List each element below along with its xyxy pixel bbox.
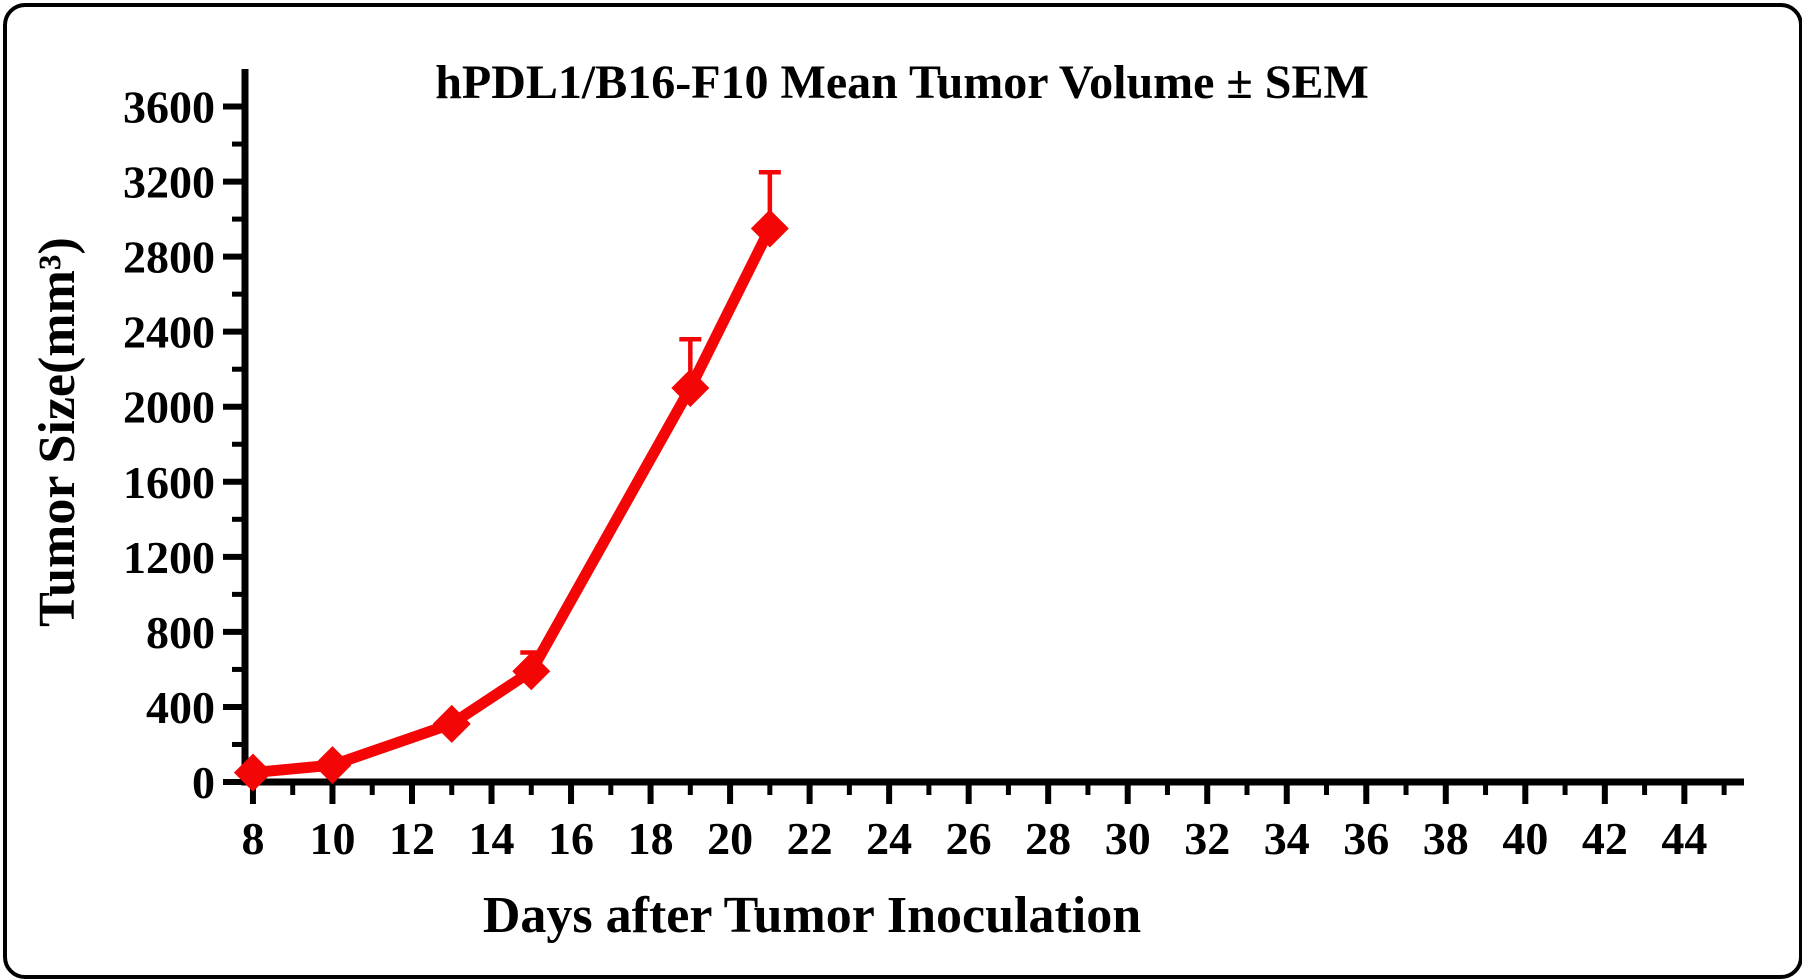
x-tick-label: 30 [1105,813,1151,864]
x-tick-label: 28 [1025,813,1071,864]
x-tick-label: 24 [866,813,912,864]
data-point-marker [750,209,789,248]
y-tick-label: 400 [146,682,215,733]
data-point-marker [512,652,551,691]
data-point-marker [313,746,352,785]
series-line [247,222,776,779]
tumor-volume-chart: hPDL1/B16-F10 Mean Tumor Volume ± SEM Da… [29,56,1744,944]
x-tick-label: 44 [1661,813,1707,864]
x-tick-label: 26 [946,813,992,864]
x-tick-label: 42 [1582,813,1628,864]
x-tick-label: 36 [1343,813,1389,864]
y-tick-label: 2400 [123,307,215,358]
x-tick-label: 16 [548,813,594,864]
x-tick-label: 20 [707,813,753,864]
x-tick-label: 40 [1502,813,1548,864]
x-tick-label: 18 [628,813,674,864]
x-tick-label: 10 [309,813,355,864]
y-tick-label: 2800 [123,232,215,283]
x-tick-label: 22 [787,813,833,864]
plot-area: 8 10 12 14 16 18 20 22 24 26 28 30 32 34 36 38 40 42 44 0 40… [123,69,1744,864]
x-axis-title: Days after Tumor Inoculation [483,887,1141,944]
y-tick-label: 3600 [123,82,215,133]
y-tick-label: 1200 [123,532,215,583]
x-tick-label: 12 [389,813,435,864]
y-tick-label: 800 [146,607,215,658]
x-tick-label: 32 [1184,813,1230,864]
x-tick-label: 14 [469,813,515,864]
x-tick-label: 8 [241,813,264,864]
x-tick-label: 38 [1423,813,1469,864]
chart-title: hPDL1/B16-F10 Mean Tumor Volume ± SEM [435,56,1369,109]
y-axis-title: Tumor Size(mm³) [29,237,86,627]
data-point-marker [671,368,710,407]
data-point-marker [233,753,272,792]
chart-frame: hPDL1/B16-F10 Mean Tumor Volume ± SEM Da… [3,3,1802,979]
data-point-marker [432,704,471,743]
y-tick-label: 3200 [123,157,215,208]
y-tick-label: 0 [192,757,215,808]
y-tick-label: 2000 [123,382,215,433]
x-tick-label: 34 [1264,813,1310,864]
y-tick-label: 1600 [123,457,215,508]
